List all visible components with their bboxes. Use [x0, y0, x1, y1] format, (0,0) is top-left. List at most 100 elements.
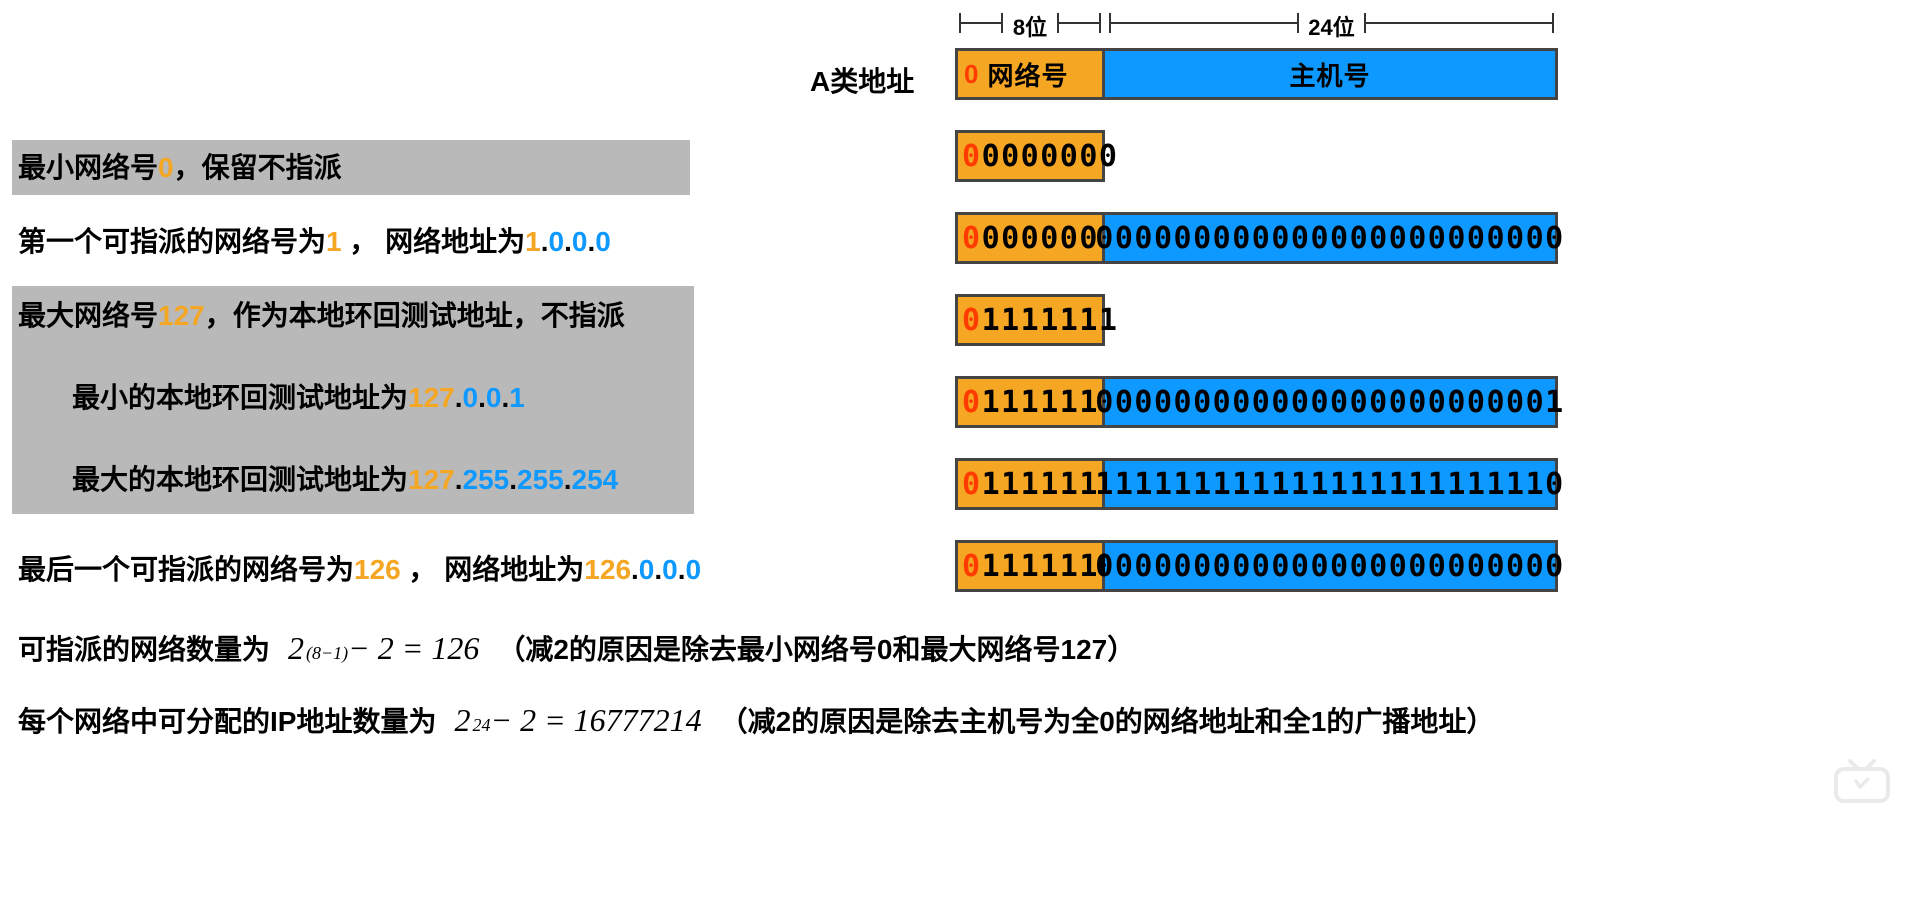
- bin-row-0: 00000000: [955, 130, 1105, 182]
- desc-text: 最大的本地环回测试地址为127.255.255.254: [18, 460, 618, 499]
- exp: (8−1): [306, 643, 348, 664]
- class-a-label: A类地址: [810, 60, 914, 100]
- seg: 127: [158, 300, 205, 331]
- formula-1: 可指派的网络数量为2(8−1)− 2 = 126（减2的原因是除去最小网络号0和…: [18, 628, 1135, 668]
- bin-host: 111111111111111111111110: [1105, 458, 1558, 510]
- seg: 0: [595, 226, 611, 257]
- seg: 0: [158, 152, 174, 183]
- seg: .: [455, 464, 463, 495]
- bin-rest: 1111111: [982, 303, 1119, 338]
- base: 2: [288, 630, 304, 667]
- bin-net: 00000001: [955, 212, 1105, 264]
- bin-host: 000000000000000000000000: [1105, 540, 1558, 592]
- host-cell: 主机号: [1105, 48, 1558, 100]
- desc-row-3: 最小的本地环回测试地址为127.0.0.1: [18, 378, 525, 417]
- exp: 24: [472, 715, 490, 736]
- host-label: 主机号: [1289, 56, 1370, 93]
- formula-2: 每个网络中可分配的IP地址数量为 224− 2 = 16777214 （减2的原因是…: [18, 700, 1494, 740]
- rest: − 2 = 16777214: [490, 702, 701, 739]
- desc-row-0: 最小网络号0，保留不指派: [12, 140, 690, 195]
- bin-host: 000000000000000000000000: [1105, 212, 1558, 264]
- dim-8bit: 8位: [955, 10, 1105, 42]
- bin-row-5: 01111110000000000000000000000000: [955, 540, 1558, 592]
- seg: .: [564, 226, 572, 257]
- bin-row-2: 01111111: [955, 294, 1105, 346]
- dimension-row: 8位 24位: [955, 10, 1558, 40]
- dim8-label: 8位: [1013, 10, 1047, 42]
- desc-text: 最后一个可指派的网络号为126 ， 网络地址为126.0.0.0: [18, 550, 701, 589]
- seg: 1: [509, 382, 525, 413]
- seg: ， 网络地址为: [349, 226, 525, 257]
- seg: 最小的本地环回测试地址为: [72, 382, 408, 413]
- desc-row-5: 最后一个可指派的网络号为126 ， 网络地址为126.0.0.0: [18, 550, 701, 589]
- bin-net: 01111111: [955, 294, 1105, 346]
- formula-note: （减2的原因是除去主机号为全0的网络地址和全1的广播地址）: [720, 700, 1495, 740]
- seg: 127: [408, 382, 455, 413]
- seg: 最大的本地环回测试地址为: [72, 464, 408, 495]
- bin-lead: 0: [962, 385, 982, 420]
- seg: 最后一个可指派的网络号为: [18, 554, 354, 585]
- bin-net: 01111110: [955, 540, 1105, 592]
- bin-row-3: 01111111000000000000000000000001: [955, 376, 1558, 428]
- net-label: 网络号: [987, 56, 1068, 93]
- seg: 127: [408, 464, 455, 495]
- bin-lead: 0: [962, 221, 982, 256]
- seg: 最小网络号: [18, 152, 158, 183]
- bin-lead: 0: [962, 549, 982, 584]
- seg: 0: [549, 226, 565, 257]
- seg: 最大网络号: [18, 300, 158, 331]
- seg: .: [455, 382, 463, 413]
- seg: .: [631, 554, 639, 585]
- desc-row-2: 最大网络号127，作为本地环回测试地址，不指派: [18, 296, 625, 335]
- bin-net: 00000000: [955, 130, 1105, 182]
- seg: 0: [662, 554, 678, 585]
- bin-host: 000000000000000000000001: [1105, 376, 1558, 428]
- seg: .: [654, 554, 662, 585]
- formula-math: 2(8−1)− 2 = 126: [288, 630, 479, 667]
- seg: 0: [572, 226, 588, 257]
- seg: 126: [354, 554, 409, 585]
- seg: ， 网络地址为: [409, 554, 585, 585]
- seg: .: [541, 226, 549, 257]
- desc-row-4: 最大的本地环回测试地址为127.255.255.254: [18, 460, 618, 499]
- seg: 254: [572, 464, 619, 495]
- seg: 1: [525, 226, 541, 257]
- seg: 0: [639, 554, 655, 585]
- formula-pre: 每个网络中可分配的IP地址数量为: [18, 700, 436, 740]
- formula-pre: 可指派的网络数量为: [18, 628, 270, 668]
- bin-lead: 0: [962, 303, 982, 338]
- seg: .: [564, 464, 572, 495]
- bin-rest: 0000000: [982, 139, 1119, 174]
- bin-net: 01111111: [955, 458, 1105, 510]
- seg: 0: [463, 382, 479, 413]
- rest: − 2 = 126: [348, 630, 479, 667]
- bin-lead: 0: [962, 467, 982, 502]
- seg: ，保留不指派: [174, 152, 342, 183]
- dim24-label: 24位: [1308, 10, 1354, 42]
- seg: .: [478, 382, 486, 413]
- addr-header: 0 网络号 主机号: [955, 48, 1558, 100]
- bilibili-watermark-icon: [1832, 757, 1892, 810]
- net-prefix: 0: [964, 59, 979, 90]
- bin-row-1: 00000001000000000000000000000000: [955, 212, 1558, 264]
- seg: 第一个可指派的网络号为: [18, 226, 326, 257]
- seg: 0: [486, 382, 502, 413]
- desc-text: 最小网络号0，保留不指派: [18, 148, 342, 187]
- dim-24bit: 24位: [1105, 10, 1558, 42]
- seg: ，作为本地环回测试地址，不指派: [205, 300, 625, 331]
- seg: .: [509, 464, 517, 495]
- seg: 255: [517, 464, 564, 495]
- seg: 126: [584, 554, 631, 585]
- formula-math: 224− 2 = 16777214: [454, 702, 701, 739]
- bin-net: 01111111: [955, 376, 1105, 428]
- seg: 255: [463, 464, 510, 495]
- desc-text: 最小的本地环回测试地址为127.0.0.1: [18, 378, 525, 417]
- desc-text: 第一个可指派的网络号为1 ， 网络地址为1.0.0.0: [18, 222, 611, 261]
- seg: .: [678, 554, 686, 585]
- bin-lead: 0: [962, 139, 982, 174]
- desc-text: 最大网络号127，作为本地环回测试地址，不指派: [18, 296, 625, 335]
- net-cell: 0 网络号: [955, 48, 1105, 100]
- seg: 0: [686, 554, 702, 585]
- bin-row-4: 01111111111111111111111111111110: [955, 458, 1558, 510]
- base: 2: [454, 702, 470, 739]
